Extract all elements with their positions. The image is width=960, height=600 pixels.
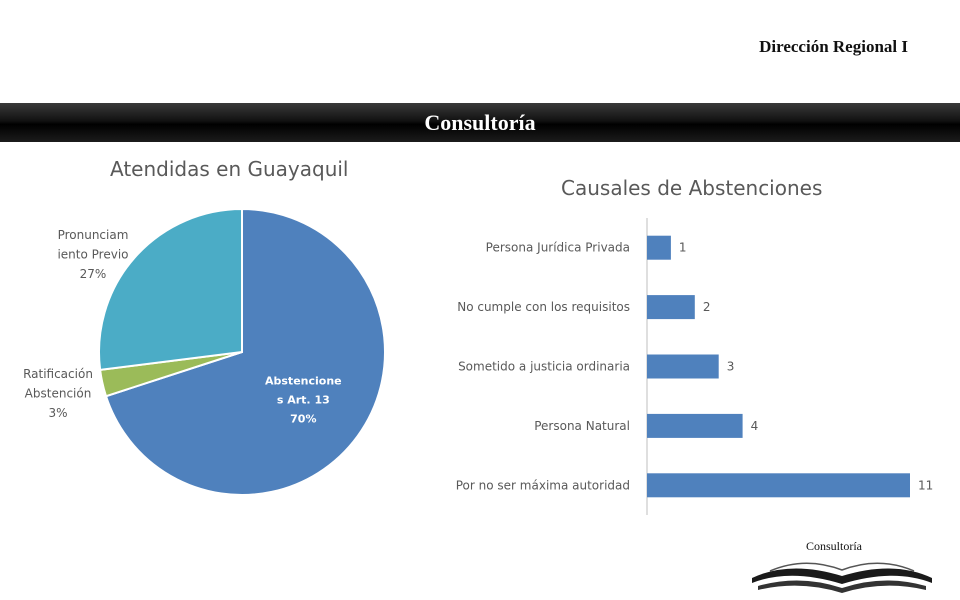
bar-category-label: Persona Jurídica Privada (486, 241, 630, 255)
pie-label: Ratificación (23, 367, 93, 381)
bar-value-label: 4 (751, 419, 759, 433)
bar-value-label: 2 (703, 300, 711, 314)
pie-label: Abstencione (265, 375, 342, 388)
bar-value-label: 3 (727, 360, 735, 374)
bar (647, 473, 910, 498)
pie-label: 70% (290, 413, 316, 426)
bar (647, 354, 719, 379)
bar-category-label: No cumple con los requisitos (457, 300, 630, 314)
pie-label: Pronunciam (58, 228, 129, 242)
pie-chart-title: Atendidas en Guayaquil (110, 157, 349, 181)
pie-label: 3% (48, 406, 67, 420)
pie-label: iento Previo (57, 248, 128, 262)
pie-slice (98, 207, 243, 372)
bar-value-label: 11 (918, 478, 933, 492)
bar (647, 295, 695, 320)
banner-title: Consultoría (424, 110, 536, 135)
bar (647, 413, 743, 438)
footer-label: Consultoría (806, 539, 862, 553)
bar-chart-title: Causales de Abstenciones (561, 176, 823, 200)
bar (647, 235, 671, 260)
pie-label: Abstención (25, 387, 92, 401)
pie-label: s Art. 13 (277, 394, 330, 407)
bar-category-label: Persona Natural (534, 419, 630, 433)
bar-category-label: Por no ser máxima autoridad (456, 478, 630, 492)
pie-label: 27% (80, 267, 107, 281)
pie-slice (104, 207, 386, 496)
region-title: Dirección Regional I (759, 37, 908, 56)
section-banner: Consultoría (0, 103, 960, 142)
bar-category-label: Sometido a justicia ordinaria (458, 360, 630, 374)
bar-value-label: 1 (679, 241, 687, 255)
